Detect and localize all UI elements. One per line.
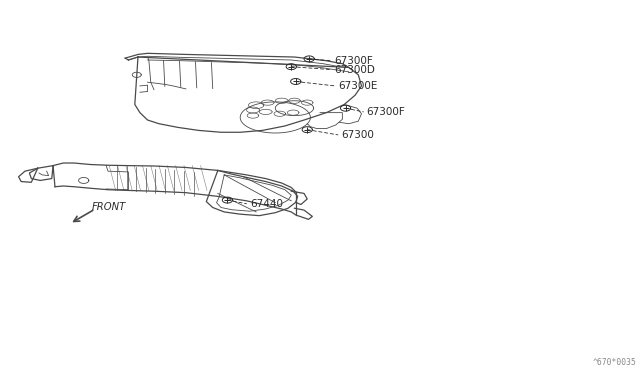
Text: 67300: 67300 [341, 130, 374, 140]
Text: FRONT: FRONT [92, 202, 125, 212]
Text: 67300D: 67300D [335, 65, 376, 75]
Text: ^670*0035: ^670*0035 [592, 358, 636, 367]
Text: 67440: 67440 [250, 199, 283, 209]
Text: 67300F: 67300F [367, 107, 405, 117]
Text: 67300F: 67300F [335, 56, 373, 66]
Text: 67300E: 67300E [339, 81, 378, 91]
